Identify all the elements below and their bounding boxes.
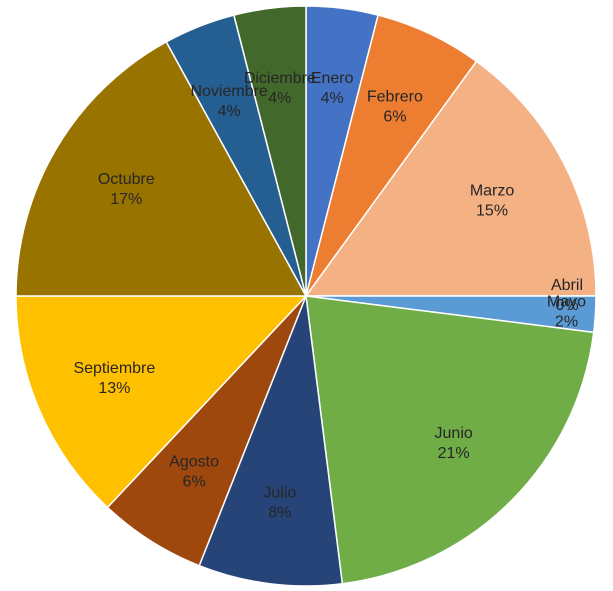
data-label: Agosto 6% [169,454,219,491]
pie-slice [15,295,308,509]
label-name: Septiembre [73,360,155,377]
data-label: Marzo 15% [470,182,515,219]
data-label: Abril 0% [551,277,583,314]
label-name: Febrero [367,88,423,105]
label-name: Marzo [470,182,515,199]
data-label: Noviembre 4% [190,83,267,120]
label-value: 21% [438,445,470,462]
label-value: 4% [321,90,344,107]
pie-slice [232,5,307,297]
label-value: 2% [555,314,578,331]
label-name: Mayo [547,294,586,311]
label-value: 6% [183,474,206,491]
label-name: Enero [311,70,354,87]
label-name: Abril [551,277,583,294]
data-label: Mayo 2% [547,294,586,331]
label-name: Agosto [169,454,219,471]
pie-slice [198,295,344,587]
data-label: Septiembre 13% [73,360,155,397]
label-value: 8% [268,504,291,521]
label-name: Octubre [98,171,155,188]
data-label: Octubre 17% [98,171,155,208]
label-value: 6% [383,108,406,125]
data-label: Julio 8% [263,484,296,521]
label-value: 17% [110,191,142,208]
data-label: Diciembre 4% [244,70,316,107]
label-name: Diciembre [244,70,316,87]
label-name: Junio [435,425,473,442]
label-value: 13% [98,380,130,397]
data-label: Febrero 6% [367,88,423,125]
label-value: 0% [555,297,578,314]
label-value: 4% [268,90,291,107]
label-value: 15% [476,202,508,219]
data-label: Enero 4% [311,70,354,107]
label-name: Noviembre [190,83,267,100]
pie-slice [15,40,308,297]
data-label: Junio 21% [435,425,473,462]
pie-slice [304,60,597,297]
label-name: Julio [263,484,296,501]
pie-slice [305,295,595,585]
label-value: 4% [218,103,241,120]
